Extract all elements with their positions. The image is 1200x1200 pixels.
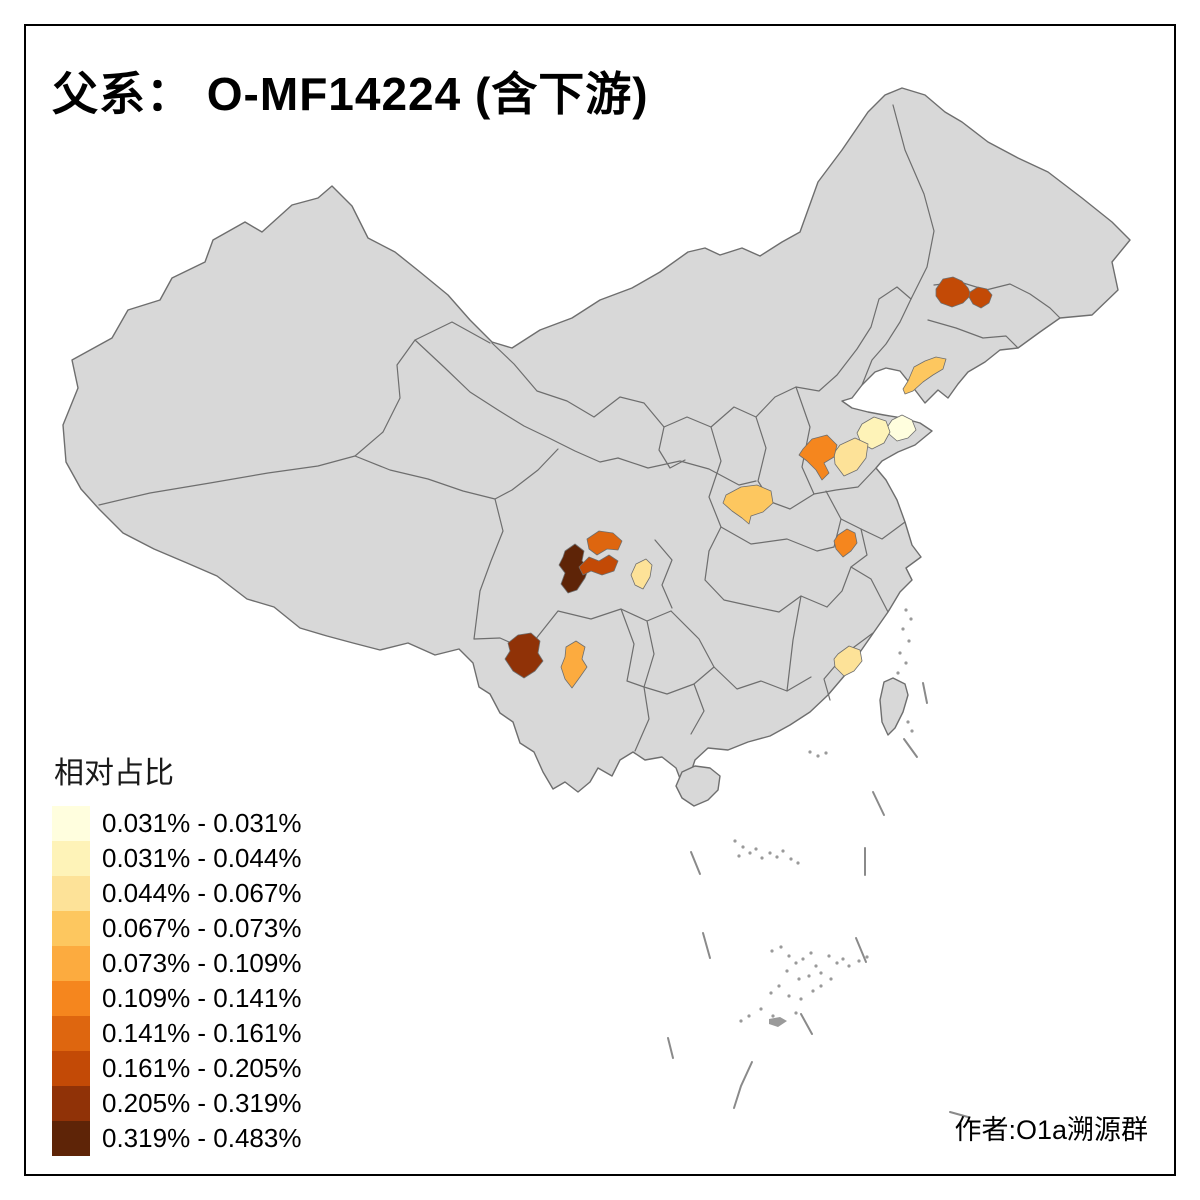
- legend-row: 0.073% - 0.109%: [52, 946, 301, 981]
- legend-range-label: 0.031% - 0.044%: [102, 843, 302, 873]
- legend-swatch: [52, 1016, 90, 1051]
- legend-title: 相对占比: [54, 757, 174, 790]
- legend-range-label: 0.141% - 0.161%: [102, 1018, 302, 1048]
- legend-row: 0.161% - 0.205%: [52, 1051, 301, 1086]
- region-yunnan-central-orange: [560, 640, 588, 689]
- region-sichuan-red-orange: [578, 554, 619, 576]
- legend-swatch: [52, 841, 90, 876]
- legend-range-label: 0.161% - 0.205%: [102, 1053, 302, 1083]
- legend-range-label: 0.044% - 0.067%: [102, 878, 302, 908]
- china-mainland-outline: [62, 87, 1131, 793]
- region-sichuan-north-orange: [586, 530, 623, 556]
- nine-dash-line: [667, 682, 969, 1118]
- region-sichuan-basin-wheat: [630, 558, 653, 590]
- region-henan-nanyang: [722, 484, 774, 525]
- legend-swatch: [52, 981, 90, 1016]
- legend-swatch: [52, 1051, 90, 1086]
- legend-range-label: 0.319% - 0.483%: [102, 1123, 302, 1153]
- region-yunnan-west-brown: [504, 632, 544, 679]
- taiwan-island: [879, 677, 909, 736]
- legend-row: 0.141% - 0.161%: [52, 1016, 301, 1051]
- region-dalian: [902, 356, 947, 395]
- legend-row: 0.205% - 0.319%: [52, 1086, 301, 1121]
- legend: 相对占比 0.031% - 0.031% 0.031% - 0.044% 0.044…: [52, 748, 301, 1156]
- legend-swatch: [52, 911, 90, 946]
- legend-range-label: 0.109% - 0.141%: [102, 983, 302, 1013]
- legend-row: 0.031% - 0.044%: [52, 841, 301, 876]
- map-frame-border: [24, 24, 1176, 1176]
- legend-swatch: [52, 946, 90, 981]
- legend-swatch: [52, 806, 90, 841]
- legend-row: 0.109% - 0.141%: [52, 981, 301, 1016]
- legend-range-label: 0.073% - 0.109%: [102, 948, 302, 978]
- region-sichuan-dark-brown: [558, 543, 590, 594]
- legend-row: 0.044% - 0.067%: [52, 876, 301, 911]
- legend-row: 0.067% - 0.073%: [52, 911, 301, 946]
- south-china-sea-islands: [733, 608, 914, 1023]
- hainan-island: [675, 765, 721, 807]
- region-shandong-west-orange: [798, 434, 838, 481]
- region-shandong-pale-yellow: [856, 416, 891, 450]
- choropleth-regions: [504, 276, 993, 689]
- legend-row: 0.031% - 0.031%: [52, 806, 301, 841]
- legend-swatch: [52, 1086, 90, 1121]
- attribution-text: 作者:O1a溯源群: [954, 1115, 1148, 1145]
- page-title: 父系： O-MF14224 (含下游): [52, 68, 649, 120]
- region-anhui-orange: [833, 528, 858, 558]
- legend-range-label: 0.067% - 0.073%: [102, 913, 302, 943]
- legend-range-label: 0.205% - 0.319%: [102, 1088, 302, 1118]
- legend-row: 0.319% - 0.483%: [52, 1121, 301, 1156]
- region-jilin-east: [968, 286, 993, 309]
- legend-range-label: 0.031% - 0.031%: [102, 808, 302, 838]
- legend-swatch: [52, 1121, 90, 1156]
- legend-entries: 0.031% - 0.031% 0.031% - 0.044% 0.044% - 0…: [52, 806, 301, 1156]
- legend-swatch: [52, 876, 90, 911]
- region-fujian-wheat: [833, 645, 863, 677]
